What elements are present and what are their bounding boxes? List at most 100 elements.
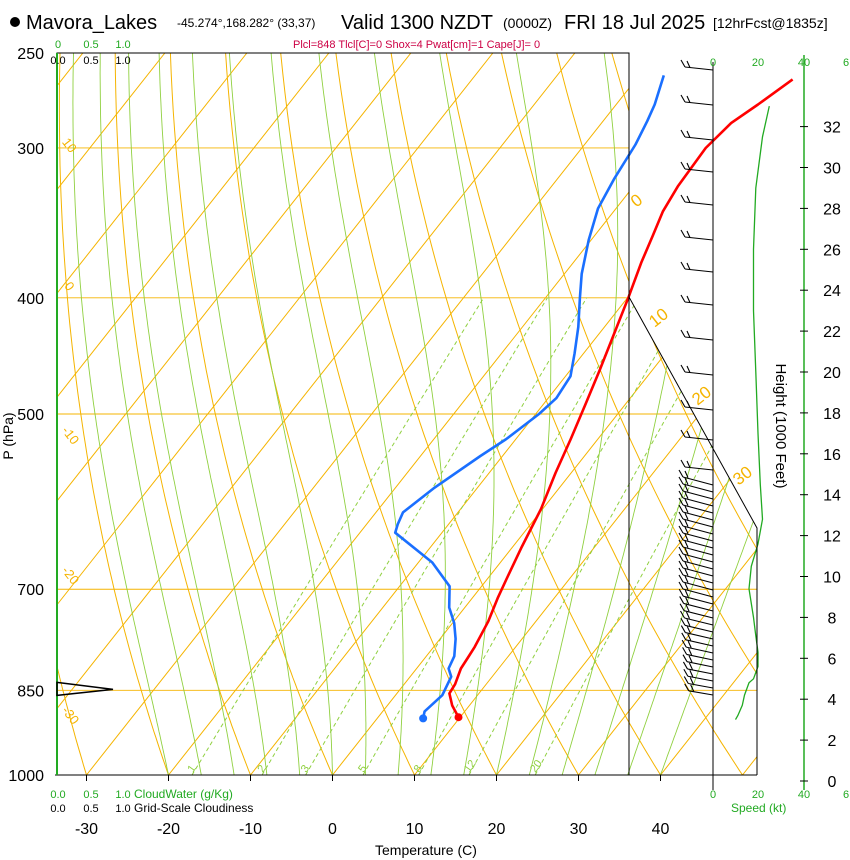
dry-adiabat-label: 0 bbox=[627, 190, 646, 211]
mixing-ratio-label: 2 bbox=[255, 763, 268, 775]
wind-barb bbox=[682, 588, 714, 598]
wind-barb bbox=[682, 532, 714, 542]
wind-speed-label: Speed (kt) bbox=[731, 801, 786, 815]
wind-speed-top-tick: 6 bbox=[843, 57, 849, 69]
wind-barb bbox=[685, 632, 714, 640]
height-tick-label: 12 bbox=[823, 529, 841, 546]
wind-barb bbox=[682, 490, 714, 500]
wind-barb bbox=[684, 268, 714, 273]
wind-barb-flag bbox=[685, 611, 691, 619]
cloudiness-label: Grid-Scale Cloudiness bbox=[134, 801, 253, 815]
cloudwater-top-tick: 0.5 bbox=[83, 39, 98, 51]
wind-barb-flag bbox=[678, 504, 684, 513]
wind-barb bbox=[682, 546, 714, 556]
chart-text: Mavora_Lakes -45.274°,168.282° (33,37) V… bbox=[0, 12, 828, 858]
wind-barb-flag bbox=[684, 568, 689, 576]
moist-adiabat bbox=[128, 53, 235, 775]
wind-barb bbox=[684, 101, 714, 106]
wind-barb-flag bbox=[682, 647, 688, 655]
wind-speed-top-tick: 20 bbox=[752, 57, 764, 69]
wind-barb-flag bbox=[678, 511, 684, 520]
height-tick-label: 28 bbox=[823, 201, 841, 218]
wind-barb bbox=[684, 301, 714, 306]
valid-time: Valid 1300 NZDT bbox=[341, 12, 493, 34]
wind-barb-flag bbox=[678, 567, 684, 576]
upper-boundary bbox=[628, 53, 758, 775]
mixing-ratio-label: 12 bbox=[462, 758, 479, 775]
temperature-line bbox=[448, 78, 794, 718]
mixing-ratio-line bbox=[261, 297, 548, 775]
wind-barb bbox=[682, 560, 714, 570]
wind-barb bbox=[684, 371, 714, 376]
cloudiness-bar bbox=[56, 681, 114, 697]
wind-barb-flag bbox=[684, 484, 689, 492]
wind-barb-flag bbox=[684, 554, 689, 562]
isotherm-line bbox=[57, 53, 576, 775]
isotherm-line bbox=[332, 53, 757, 775]
isotherm-label: -10 bbox=[59, 423, 82, 447]
height-tick-label: 0 bbox=[828, 774, 837, 791]
pressure-tick-label: 250 bbox=[17, 46, 44, 63]
mixing-ratio-label: 5 bbox=[356, 763, 369, 775]
wind-speed-line bbox=[734, 105, 770, 720]
cloudiness-bottom-tick: 0.0 bbox=[50, 803, 65, 815]
moist-adiabat bbox=[72, 53, 169, 775]
isotherm-line bbox=[57, 53, 412, 775]
pressure-tick-label: 1000 bbox=[8, 768, 44, 785]
height-tick-label: 4 bbox=[828, 692, 837, 709]
cloudwater-top-tick: 0 bbox=[55, 39, 61, 51]
x-axis-label: Temperature (C) bbox=[375, 842, 477, 858]
wind-barb-flag bbox=[686, 95, 691, 103]
wind-barb-flag bbox=[686, 195, 691, 203]
wind-barb-flag bbox=[678, 574, 684, 583]
cloudiness-bottom-tick: 1.0 bbox=[115, 803, 130, 815]
wind-speed-bottom-tick: 40 bbox=[798, 789, 810, 801]
moist-adiabat bbox=[373, 53, 446, 775]
wind-barb bbox=[686, 653, 714, 661]
cloudiness-top-tick: 0.0 bbox=[50, 55, 65, 67]
wind-barb bbox=[682, 581, 714, 591]
wind-speed-top-tick: 0 bbox=[710, 57, 716, 69]
pressure-tick-label: 500 bbox=[17, 407, 44, 424]
wind-barb-flag bbox=[683, 676, 689, 684]
wind-barb-flag bbox=[680, 229, 686, 238]
utc-time: (0000Z) bbox=[503, 15, 552, 31]
wind-barb-flag bbox=[686, 365, 691, 373]
height-tick-label: 24 bbox=[823, 283, 841, 300]
height-tick-label: 30 bbox=[823, 161, 841, 178]
moist-adiabat bbox=[496, 53, 552, 775]
wind-speed-bottom-tick: 20 bbox=[752, 789, 764, 801]
wind-barb-flag bbox=[684, 540, 689, 548]
wind-barb bbox=[682, 525, 714, 535]
wind-barb-flag bbox=[678, 588, 684, 597]
wind-speed-bottom-tick: 6 bbox=[843, 789, 849, 801]
wind-barb-flag bbox=[678, 546, 684, 555]
wind-barb-flag bbox=[686, 626, 691, 634]
wind-barb-flag bbox=[686, 130, 691, 138]
moist-adiabat bbox=[528, 53, 619, 775]
isotherm-line bbox=[57, 53, 248, 775]
pressure-tick-label: 700 bbox=[17, 582, 44, 599]
wind-barb-flag bbox=[685, 604, 690, 612]
wind-barb bbox=[682, 497, 714, 507]
wind-barb bbox=[682, 511, 714, 521]
wind-barb-flag bbox=[687, 640, 692, 648]
wind-speed-bottom-tick: 0 bbox=[710, 789, 716, 801]
dry-adiabat bbox=[605, 53, 757, 775]
height-tick-label: 2 bbox=[828, 733, 837, 750]
wind-barb bbox=[682, 574, 714, 584]
wind-barb-flag bbox=[686, 619, 691, 627]
dry-adiabat bbox=[58, 53, 179, 775]
wind-barb-flag bbox=[686, 262, 691, 270]
mixing-ratio-label: 1 bbox=[185, 763, 198, 775]
wind-barb-flag bbox=[678, 525, 684, 534]
wind-barb-flag bbox=[689, 670, 694, 678]
wind-barb bbox=[687, 675, 714, 682]
wind-barb-flag bbox=[688, 648, 693, 656]
cloudiness-bottom-tick: 0.5 bbox=[83, 803, 98, 815]
height-tick-label: 20 bbox=[823, 365, 841, 382]
height-tick-label: 8 bbox=[828, 610, 837, 627]
wind-barb-flag bbox=[682, 661, 688, 670]
temperature-tick-label: -20 bbox=[157, 821, 180, 838]
dry-adiabat bbox=[57, 53, 95, 775]
